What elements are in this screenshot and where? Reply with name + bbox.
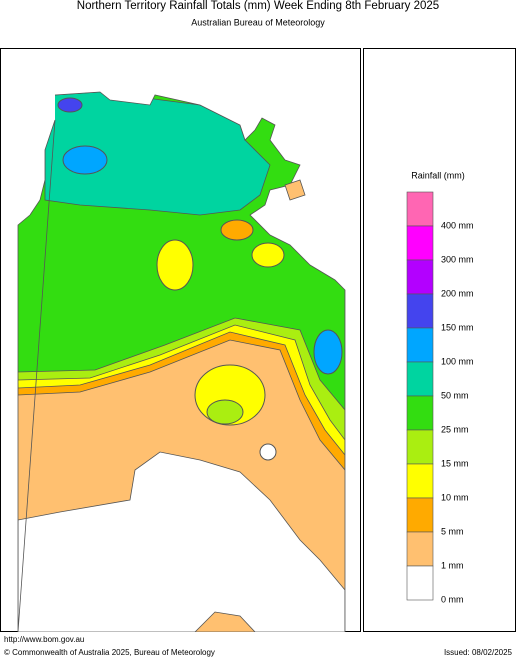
- legend-label: 200 mm: [441, 288, 474, 298]
- legend-swatch: [406, 327, 434, 363]
- legend-label: 400 mm: [441, 220, 474, 230]
- legend-swatch: [406, 463, 434, 499]
- legend-panel: [363, 48, 516, 632]
- footer-url: http://www.bom.gov.au: [4, 635, 84, 644]
- footer-issued: Issued: 08/02/2025: [444, 648, 513, 657]
- legend-swatch: [406, 395, 434, 431]
- subtitle: Australian Bureau of Meteorology: [191, 17, 325, 27]
- legend-label: 50 mm: [441, 390, 469, 400]
- legend-label: 100 mm: [441, 356, 474, 366]
- legend-swatch: [406, 259, 434, 295]
- legend-label: 150 mm: [441, 322, 474, 332]
- legend: Rainfall (mm) 400 mm 300 mm 200 mm 150 mm 10…: [406, 170, 474, 604]
- legend-swatch: [406, 565, 434, 601]
- legend-swatch: [406, 429, 434, 465]
- legend-label: 300 mm: [441, 254, 474, 264]
- legend-label: 1 mm: [441, 560, 464, 570]
- legend-label: 15 mm: [441, 458, 469, 468]
- legend-title: Rainfall (mm): [411, 170, 465, 180]
- legend-label: 5 mm: [441, 526, 464, 536]
- legend-label: 10 mm: [441, 492, 469, 502]
- legend-swatch: [406, 361, 434, 397]
- legend-swatch: [406, 293, 434, 329]
- legend-label: 0 mm: [441, 594, 464, 604]
- legend-swatch: [406, 191, 434, 227]
- footer-copyright: © Commonwealth of Australia 2025, Bureau…: [4, 648, 215, 657]
- rainfall-map: [17, 91, 346, 633]
- legend-label: 25 mm: [441, 424, 469, 434]
- legend-swatch: [406, 225, 434, 261]
- title: Northern Territory Rainfall Totals (mm) …: [77, 0, 439, 12]
- legend-swatch: [406, 497, 434, 533]
- legend-swatch: [406, 531, 434, 567]
